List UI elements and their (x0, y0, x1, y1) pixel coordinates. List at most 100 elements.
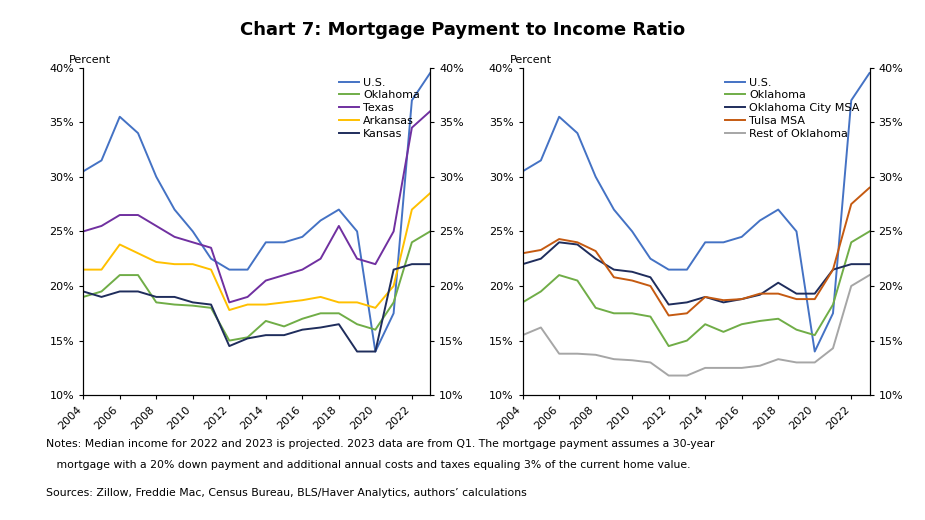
Rest of Oklahoma (536, 324, 547, 331)
Rest of Oklahoma (755, 362, 766, 369)
Kansas (333, 321, 344, 328)
U.S. (169, 206, 180, 213)
Texas (114, 212, 125, 218)
Kansas (352, 348, 363, 355)
Kansas (425, 261, 436, 267)
Line: Oklahoma: Oklahoma (523, 231, 870, 346)
Oklahoma City MSA (772, 280, 783, 286)
Oklahoma (406, 239, 417, 245)
Text: Chart 7: Mortgage Payment to Income Ratio: Chart 7: Mortgage Payment to Income Rati… (240, 21, 685, 39)
Oklahoma (663, 343, 674, 349)
Tulsa MSA (736, 296, 747, 302)
Tulsa MSA (626, 278, 637, 284)
Line: Texas: Texas (83, 111, 430, 303)
Oklahoma (590, 305, 601, 311)
Oklahoma (682, 337, 693, 344)
Line: U.S.: U.S. (83, 73, 430, 352)
U.S. (864, 70, 875, 76)
Rest of Oklahoma (864, 272, 875, 278)
Kansas (297, 327, 308, 333)
Oklahoma (791, 327, 802, 333)
Oklahoma (572, 278, 583, 284)
Arkansas (260, 302, 271, 308)
Oklahoma (333, 310, 344, 316)
Texas (78, 228, 89, 235)
Oklahoma (425, 228, 436, 235)
U.S. (352, 228, 363, 235)
Oklahoma City MSA (682, 300, 693, 306)
Tulsa MSA (809, 296, 820, 302)
U.S. (536, 158, 547, 164)
U.S. (333, 206, 344, 213)
Line: Oklahoma City MSA: Oklahoma City MSA (523, 242, 870, 305)
Tulsa MSA (772, 291, 783, 297)
Texas (169, 234, 180, 240)
Oklahoma (736, 321, 747, 328)
Oklahoma City MSA (828, 266, 839, 272)
Line: Arkansas: Arkansas (83, 193, 430, 310)
U.S. (297, 234, 308, 240)
U.S. (315, 217, 327, 224)
U.S. (609, 206, 620, 213)
Texas (315, 256, 327, 262)
Arkansas (224, 307, 235, 313)
Rest of Oklahoma (845, 283, 857, 289)
Oklahoma City MSA (718, 300, 729, 306)
Oklahoma (388, 300, 400, 306)
U.S. (370, 348, 381, 355)
Oklahoma (517, 300, 528, 306)
U.S. (809, 348, 820, 355)
U.S. (205, 256, 216, 262)
Oklahoma City MSA (626, 269, 637, 275)
U.S. (682, 266, 693, 272)
U.S. (772, 206, 783, 213)
Tulsa MSA (645, 283, 656, 289)
Texas (352, 256, 363, 262)
Texas (224, 300, 235, 306)
Oklahoma City MSA (609, 266, 620, 272)
Tulsa MSA (572, 239, 583, 245)
U.S. (755, 217, 766, 224)
U.S. (388, 310, 400, 316)
Oklahoma (626, 310, 637, 316)
Rest of Oklahoma (718, 365, 729, 371)
Texas (96, 223, 107, 229)
U.S. (845, 97, 857, 103)
U.S. (406, 97, 417, 103)
Texas (205, 245, 216, 251)
U.S. (96, 158, 107, 164)
U.S. (645, 256, 656, 262)
Oklahoma (114, 272, 125, 278)
Oklahoma City MSA (553, 239, 564, 245)
Texas (187, 239, 198, 245)
Oklahoma (278, 323, 290, 330)
Tulsa MSA (791, 296, 802, 302)
Arkansas (388, 283, 400, 289)
Oklahoma (169, 302, 180, 308)
Arkansas (425, 190, 436, 197)
Oklahoma City MSA (517, 261, 528, 267)
Oklahoma City MSA (755, 292, 766, 298)
Oklahoma (809, 332, 820, 339)
Arkansas (205, 266, 216, 272)
U.S. (572, 130, 583, 136)
Tulsa MSA (845, 201, 857, 207)
Rest of Oklahoma (572, 350, 583, 357)
Kansas (315, 324, 327, 331)
Oklahoma (609, 310, 620, 316)
Oklahoma City MSA (809, 291, 820, 297)
Oklahoma City MSA (663, 302, 674, 308)
Tulsa MSA (718, 297, 729, 303)
Texas (260, 278, 271, 284)
U.S. (278, 239, 290, 245)
Texas (370, 261, 381, 267)
Oklahoma (315, 310, 327, 316)
Oklahoma (224, 337, 235, 344)
Kansas (132, 288, 143, 294)
U.S. (132, 130, 143, 136)
Texas (297, 266, 308, 272)
U.S. (791, 228, 802, 235)
Arkansas (78, 266, 89, 272)
Line: U.S.: U.S. (523, 73, 870, 352)
Arkansas (114, 241, 125, 248)
